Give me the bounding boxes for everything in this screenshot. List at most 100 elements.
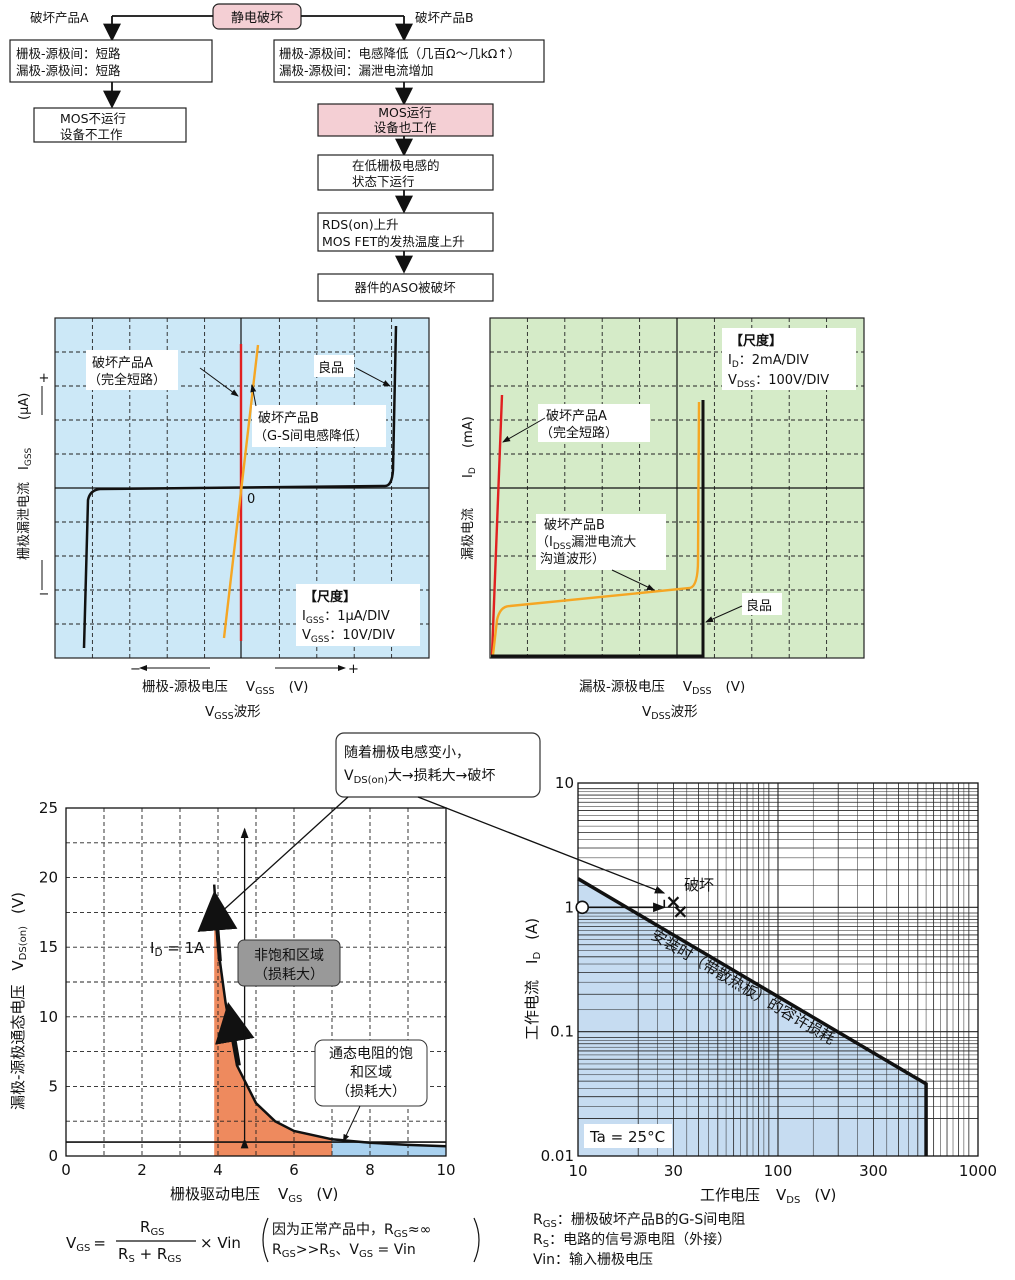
vdss-label-b-line2: （IDSS漏泄电流大 — [536, 534, 636, 552]
chart1-xtick: 10 — [436, 1161, 455, 1179]
flow-b-box2 — [317, 103, 494, 137]
vdss-xlabel: 漏极-源极电压 VDSS (V) — [579, 679, 745, 697]
flow-b-box5 — [317, 273, 494, 302]
vgss-scale-line2: VGSS：10V/DIV — [302, 628, 395, 645]
flow-b-box1 — [273, 39, 545, 83]
flow-b-box3-line2: 状态下运行 — [352, 174, 415, 189]
chart1-ytick: 20 — [39, 869, 58, 887]
chart2-ta-label: Ta = 25°C — [589, 1128, 665, 1146]
formula-note1: 因为正常产品中，RGS≈∞ — [272, 1222, 431, 1240]
chart2-xtick: 30 — [664, 1162, 683, 1180]
vdss-label-b-bg — [536, 514, 666, 570]
flowchart: 静电破坏 破坏产品A 破坏产品B 栅极-源极间：短路 漏极-源极间：短路 MOS… — [9, 3, 545, 302]
formula-denominator: RS + RGS — [118, 1245, 181, 1265]
chart1-xtick: 4 — [213, 1161, 223, 1179]
vdss-scale-line2: VDSS：100V/DIV — [728, 373, 829, 390]
chart2-xtick: 10 — [568, 1162, 587, 1180]
top-callout-box — [335, 732, 541, 798]
chart2-ytick: 0.1 — [550, 1023, 574, 1041]
vdss-label-a-line1: 破坏产品A — [546, 409, 607, 424]
flow-a-box1 — [9, 39, 213, 83]
chart1-sat-region-fill — [332, 1139, 446, 1156]
vgss-label-a-line1: 破坏产品A — [92, 356, 153, 371]
top-callout-line2: VDS(on)大→损耗大→破坏 — [344, 768, 495, 786]
chart2-frame — [577, 782, 979, 1157]
flow-b-box2-line1: MOS运行 — [378, 105, 432, 120]
note-rs: RS：电路的信号源电阻（外接） — [533, 1231, 731, 1250]
vgss-xlabel: 栅极-源极电压 VGSS (V) — [142, 679, 308, 697]
formula-times: × Vin — [200, 1234, 241, 1252]
chart2-point-normal — [575, 900, 590, 915]
vgss-label-a-bg — [86, 350, 178, 390]
vgss-ylabel-unit: (μA) — [17, 393, 32, 420]
vgss-zero: 0 — [247, 492, 255, 507]
flow-b-box1-line1: 栅极-源极间：电感降低（几百Ω～几kΩ↑） — [279, 46, 520, 61]
chart2-ytick: 0.01 — [541, 1147, 574, 1165]
flow-top-label: 静电破坏 — [231, 11, 283, 26]
formula: VGS = RGS RS + RGS × Vin 因为正常产品中，RGS≈∞ RG… — [66, 1217, 480, 1265]
chart1-ytick: 10 — [39, 1008, 58, 1026]
chart1-region2-line2: 和区域 — [350, 1065, 392, 1081]
chart2-ylabel: 工作电流ID(A) — [523, 918, 543, 1040]
chart1-curve-arrow-mid — [215, 1001, 255, 1066]
flow-b-box3 — [317, 154, 494, 191]
vdss-ylabel-sym: ID — [461, 467, 478, 478]
legend-notes: RGS：栅极破坏产品B的G-S间电阻 RS：电路的信号源电阻（外接） Vin：输… — [533, 1212, 745, 1268]
chart1-ytick: 5 — [48, 1077, 58, 1095]
vdss-orange-curve — [491, 401, 701, 656]
chart1-frame — [65, 807, 447, 1157]
vdss-good-curve — [491, 400, 705, 658]
chart1-region2-line1: 通态电阻的饱 — [329, 1046, 413, 1062]
chart2-xlabel: 工作电压 VDS (V) — [700, 1186, 836, 1206]
chart1-xlabel: 栅极驱动电压 VGS (V) — [170, 1185, 338, 1205]
vdss-label-b-line3: 沟道波形） — [540, 552, 605, 567]
vdss-panel: 【尺度】 ID：2mA/DIV VDSS：100V/DIV 破坏产品A （完全短… — [460, 317, 865, 722]
vgss-scale-line1: IGSS：1μA/DIV — [302, 609, 390, 626]
vgss-y-plus: + — [39, 371, 50, 386]
vdss-scale-line1: ID：2mA/DIV — [728, 353, 809, 370]
vgss-scale-box — [296, 584, 420, 646]
chart1-series-id1a — [212, 884, 447, 1148]
flow-branch-a: 破坏产品A — [30, 10, 89, 25]
chart1-ytick: 0 — [48, 1147, 58, 1165]
vgss-ylabel-sym: IGSS — [17, 447, 34, 470]
flow-b-box1-line2: 漏极-源极间：漏泄电流增加 — [279, 63, 434, 78]
chart1-ytick: 15 — [39, 938, 58, 956]
top-callout-line1: 随着栅极电感变小， — [344, 744, 470, 761]
chart2-point-break-2 — [674, 906, 687, 918]
chart2-ytick: 10 — [555, 774, 574, 792]
vgss-scale-title: 【尺度】 — [304, 589, 356, 605]
chart1-region1-line2: （损耗大） — [254, 967, 324, 983]
flow-a-box1-line1: 栅极-源极间：短路 — [16, 46, 121, 61]
vgss-label-a-line2: （完全短路） — [88, 372, 166, 388]
chart2-xtick: 1000 — [959, 1162, 997, 1180]
flow-a-box2 — [33, 107, 187, 143]
chart-vds-vs-vgs: 0 2 4 6 8 10 0 5 10 15 20 25 ID = 1A 非饱和区域 （损耗大） 通态电阻的… — [9, 799, 456, 1205]
chart1-curve-arrow-top — [197, 890, 238, 962]
chart1-region2-pointer — [342, 1105, 361, 1143]
vgss-y-minus: − — [39, 587, 50, 602]
chart2-ta-bg — [584, 1124, 672, 1148]
chart2-safe-area-fill — [578, 878, 927, 1156]
chart2-aso-boundary — [577, 877, 928, 1156]
chart1-region2-line3: （损耗大） — [336, 1084, 406, 1100]
chart2-point-break-1 — [667, 896, 680, 908]
chart1-xtick: 2 — [137, 1161, 147, 1179]
formula-note2: RGS>>RS、VGS = Vin — [272, 1242, 416, 1260]
flow-a-box2-line1: MOS不运行 — [60, 111, 126, 126]
vgss-label-good-bg — [314, 355, 354, 377]
flow-branch-b: 破坏产品B — [415, 10, 474, 25]
chart1-xtick: 0 — [61, 1161, 71, 1179]
chart1-xtick: 8 — [365, 1161, 375, 1179]
vgss-x-minus: − — [130, 662, 141, 677]
note-rgs: RGS：栅极破坏产品B的G-S间电阻 — [533, 1212, 745, 1230]
flow-a-box2-line2: 设备不工作 — [60, 127, 123, 142]
vdss-label-a-line2: （完全短路） — [540, 425, 618, 441]
vdss-caption: VDSS波形 — [642, 704, 698, 722]
vgss-orange-line — [222, 344, 260, 639]
chart1-region1-line1: 非饱和区域 — [254, 948, 324, 964]
vdss-ylabel-unit: (mA) — [461, 416, 476, 448]
flow-b-box4 — [317, 212, 494, 252]
flow-b-box4-line2: MOS FET的发热温度上升 — [322, 234, 465, 249]
